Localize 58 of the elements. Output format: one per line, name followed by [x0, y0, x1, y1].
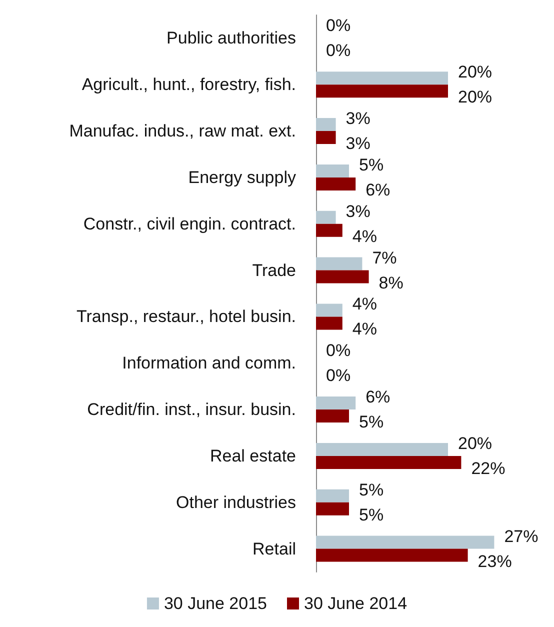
bar — [316, 131, 336, 144]
legend-label: 30 June 2015 — [164, 594, 268, 613]
y-tick-label: Transp., restaur., hotel busin. — [76, 307, 296, 326]
y-tick-label: Agricult., hunt., forestry, fish. — [82, 75, 296, 94]
y-tick-label: Manufac. indus., raw mat. ext. — [69, 122, 296, 141]
data-label: 6% — [366, 388, 390, 407]
bar — [316, 164, 349, 178]
bar — [316, 224, 342, 237]
data-label: 5% — [359, 480, 384, 500]
data-label: 20% — [458, 434, 492, 453]
y-tick-label: Credit/fin. inst., insur. busin. — [87, 400, 296, 420]
data-label: 7% — [372, 248, 397, 268]
bar — [316, 442, 448, 456]
data-label: 8% — [378, 273, 404, 292]
bar — [316, 502, 349, 516]
data-label: 0% — [326, 41, 351, 60]
bar — [316, 316, 342, 330]
data-label: 4% — [352, 226, 377, 246]
bar — [316, 177, 356, 190]
y-tick-label: Real estate — [210, 446, 296, 466]
bar — [316, 489, 349, 502]
data-label: 22% — [471, 458, 506, 478]
y-tick-label: Other industries — [176, 492, 296, 512]
bar — [316, 456, 462, 469]
data-label: 3% — [346, 202, 370, 221]
data-label: 20% — [458, 62, 492, 82]
bar — [316, 118, 336, 132]
bar — [316, 270, 369, 284]
bar — [316, 396, 356, 410]
y-tick-label: Constr., civil engin. contract. — [83, 214, 296, 234]
y-tick-label: Energy supply — [188, 168, 296, 187]
bar — [316, 304, 342, 317]
y-tick-label: Information and comm. — [122, 354, 296, 373]
legend-label: 30 June 2014 — [304, 594, 408, 613]
data-label: 5% — [359, 412, 384, 432]
y-tick-label: Trade — [252, 260, 296, 280]
y-tick-label: Retail — [252, 539, 296, 558]
data-label: 0% — [326, 341, 351, 360]
data-label: 0% — [326, 366, 351, 386]
data-label: 6% — [366, 180, 390, 200]
data-label: 4% — [352, 294, 377, 314]
data-label: 23% — [478, 552, 512, 571]
data-label: 0% — [326, 16, 351, 36]
data-label: 27% — [504, 526, 538, 546]
bar — [316, 548, 468, 562]
data-label: 4% — [352, 320, 377, 339]
data-label: 20% — [458, 88, 492, 107]
bar — [316, 257, 362, 270]
bar — [316, 210, 336, 224]
bar — [316, 84, 448, 98]
data-label: 5% — [359, 505, 384, 524]
y-tick-label: Public authorities — [166, 28, 296, 48]
data-label: 5% — [359, 155, 384, 174]
data-label: 3% — [346, 134, 370, 154]
bar — [316, 72, 448, 85]
bar — [316, 536, 494, 549]
bar — [316, 410, 349, 423]
data-label: 3% — [346, 109, 370, 128]
